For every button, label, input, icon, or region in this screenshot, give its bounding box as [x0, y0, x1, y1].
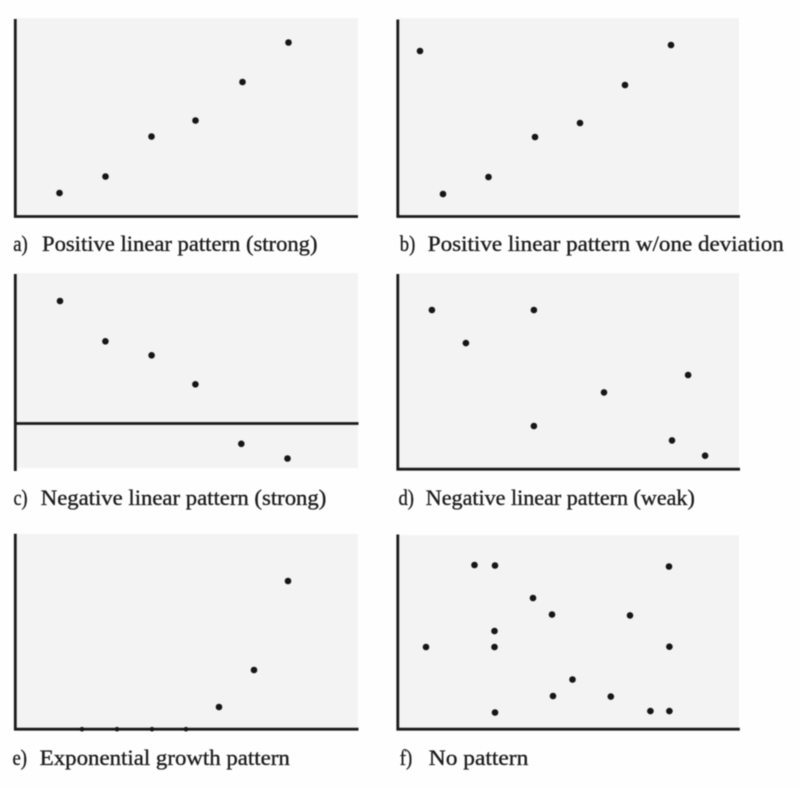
- svg-text:a): a): [13, 231, 28, 256]
- svg-text:Negative linear pattern (stron: Negative linear pattern (strong): [41, 485, 327, 510]
- svg-text:Negative linear pattern (weak): Negative linear pattern (weak): [426, 485, 695, 510]
- svg-text:Positive linear pattern w/one: Positive linear pattern w/one deviation: [428, 231, 784, 256]
- svg-text:e): e): [13, 745, 28, 770]
- svg-text:c): c): [14, 485, 28, 510]
- svg-text:f): f): [400, 745, 413, 770]
- svg-text:b): b): [400, 231, 416, 256]
- svg-text:No pattern: No pattern: [429, 745, 529, 770]
- svg-text:d): d): [399, 485, 415, 510]
- svg-text:Exponential growth pattern: Exponential growth pattern: [40, 745, 290, 770]
- svg-text:Positive linear pattern (stron: Positive linear pattern (strong): [42, 231, 318, 256]
